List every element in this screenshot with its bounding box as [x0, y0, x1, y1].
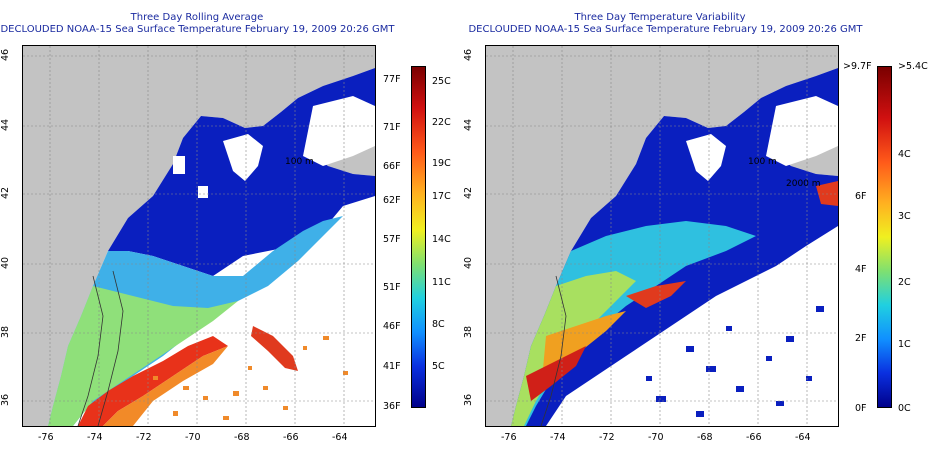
right-colorbar-c-label: 3C: [898, 211, 911, 222]
left-y-tick: 46: [0, 48, 12, 62]
left-y-tick: 40: [0, 256, 12, 270]
right-y-tick: 44: [463, 118, 475, 132]
right-colorbar-c-label: 4C: [898, 149, 911, 160]
left-colorbar-f-label: 62F: [383, 195, 401, 206]
left-colorbar-c-label: 22C: [432, 117, 451, 128]
right-x-tick: -66: [746, 432, 762, 443]
left-colorbar-f-label: 51F: [383, 282, 401, 293]
right-colorbar-c-label: 0C: [898, 403, 911, 414]
left-x-tick: -76: [38, 432, 54, 443]
right-y-tick: 36: [463, 393, 475, 407]
right-x-tick: -68: [697, 432, 713, 443]
right-colorbar-f-label: 4F: [855, 264, 867, 275]
right-contour-label-100: 100 m: [748, 157, 777, 167]
left-y-tick: 36: [0, 393, 12, 407]
right-title: Three Day Temperature Variability: [574, 12, 746, 23]
right-y-tick: 42: [463, 186, 475, 200]
left-x-tick: -74: [87, 432, 103, 443]
left-y-tick: 42: [0, 186, 12, 200]
right-colorbar-f-label: 0F: [855, 403, 867, 414]
left-colorbar-c-label: 19C: [432, 158, 451, 169]
right-x-tick: -70: [648, 432, 664, 443]
right-variability-map: 100 m 2000 m: [485, 45, 839, 427]
right-x-tick: -72: [599, 432, 615, 443]
left-colorbar-c-label: 11C: [432, 277, 451, 288]
right-colorbar-f-label: 2F: [855, 333, 867, 344]
left-x-tick: -68: [234, 432, 250, 443]
left-colorbar-f-label: 71F: [383, 122, 401, 133]
left-colorbar-c-label: 25C: [432, 76, 451, 87]
left-colorbar-c-label: 8C: [432, 319, 445, 330]
left-x-tick: -64: [332, 432, 348, 443]
left-x-tick: -70: [185, 432, 201, 443]
right-y-tick: 46: [463, 48, 475, 62]
left-colorbar-f-label: 57F: [383, 234, 401, 245]
left-colorbar-f-label: 46F: [383, 321, 401, 332]
right-subtitle: DECLOUDED NOAA-15 Sea Surface Temperatur…: [468, 24, 863, 35]
left-colorbar-f-label: 77F: [383, 74, 401, 85]
left-colorbar-f-label: 66F: [383, 161, 401, 172]
right-colorbar-c-label: 2C: [898, 277, 911, 288]
right-x-tick: -74: [550, 432, 566, 443]
right-colorbar-f-label: 6F: [855, 191, 867, 202]
left-x-tick: -66: [283, 432, 299, 443]
left-contour-label: 100 m: [285, 157, 314, 167]
left-colorbar-f-label: 36F: [383, 401, 401, 412]
left-x-tick: -72: [136, 432, 152, 443]
right-y-tick: 40: [463, 256, 475, 270]
left-colorbar: [411, 66, 426, 408]
right-y-tick: 38: [463, 325, 475, 339]
left-y-tick: 38: [0, 325, 12, 339]
left-title: Three Day Rolling Average: [130, 12, 264, 23]
left-colorbar-c-label: 14C: [432, 234, 451, 245]
right-x-tick: -76: [501, 432, 517, 443]
left-colorbar-f-label: 41F: [383, 361, 401, 372]
left-colorbar-c-label: 17C: [432, 191, 451, 202]
left-y-tick: 44: [0, 118, 12, 132]
left-sst-map: 100 m: [22, 45, 376, 427]
right-x-tick: -64: [795, 432, 811, 443]
right-contour-label-2000: 2000 m: [786, 179, 821, 189]
left-subtitle: DECLOUDED NOAA-15 Sea Surface Temperatur…: [0, 24, 395, 35]
left-colorbar-c-label: 5C: [432, 361, 445, 372]
right-colorbar-f-label: >9.7F: [843, 61, 872, 72]
right-colorbar: [877, 66, 892, 408]
right-colorbar-c-label: >5.4C: [898, 61, 928, 72]
right-colorbar-c-label: 1C: [898, 339, 911, 350]
